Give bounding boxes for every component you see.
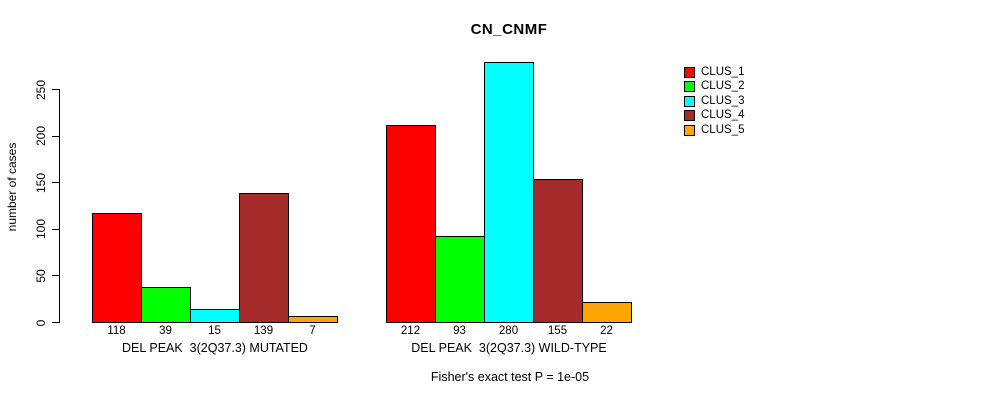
bar-value-label: 139	[253, 325, 274, 337]
bar	[533, 178, 583, 323]
y-tick-label: 200	[34, 126, 48, 147]
bar	[190, 308, 240, 323]
bar	[141, 286, 191, 323]
bar	[288, 315, 338, 323]
bar	[582, 301, 632, 323]
legend-swatch	[684, 67, 695, 78]
y-tick-label: 50	[34, 269, 48, 283]
bar-value-label: 118	[107, 325, 126, 337]
y-tick-mark	[52, 182, 59, 184]
bar-value-label: 280	[498, 325, 519, 337]
y-tick-mark	[52, 135, 59, 137]
y-tick-mark	[52, 228, 59, 230]
legend-swatch	[684, 81, 695, 93]
bar	[239, 192, 289, 323]
legend-label: CLUS_3	[701, 94, 745, 107]
bar-value-label: 15	[208, 325, 221, 337]
chart-title: CN_CNMF	[470, 21, 548, 38]
bar-value-label: 155	[547, 325, 568, 337]
legend-swatch	[684, 95, 695, 107]
bar-value-label: 212	[400, 325, 421, 337]
bar-value-label: 93	[453, 325, 466, 337]
y-tick-mark	[52, 322, 59, 323]
y-axis-line	[59, 89, 60, 323]
y-tick-label: 150	[34, 172, 48, 193]
bar	[435, 235, 485, 323]
y-tick-label: 0	[34, 319, 48, 326]
legend-label: CLUS_1	[701, 66, 745, 78]
y-tick-mark	[52, 275, 59, 277]
bar-value-label: 22	[600, 325, 613, 337]
legend-swatch	[684, 110, 695, 122]
legend-label: CLUS_5	[701, 123, 745, 136]
bar-value-label: 39	[159, 325, 172, 337]
group-label: DEL PEAK 3(2Q37.3) WILD-TYPE	[411, 341, 607, 355]
y-tick-label: 100	[34, 219, 48, 240]
legend-label: CLUS_2	[701, 80, 745, 93]
footer-annotation: Fisher's exact test P = 1e-05	[430, 370, 590, 384]
y-tick-label: 250	[34, 79, 48, 100]
legend-label: CLUS_4	[701, 109, 745, 122]
legend-swatch	[684, 124, 695, 136]
bar	[92, 212, 142, 323]
y-tick-mark	[52, 89, 59, 90]
bar	[484, 61, 534, 323]
group-label: DEL PEAK 3(2Q37.3) MUTATED	[122, 341, 308, 355]
bar-value-label: 7	[309, 325, 316, 337]
bar	[386, 124, 436, 323]
